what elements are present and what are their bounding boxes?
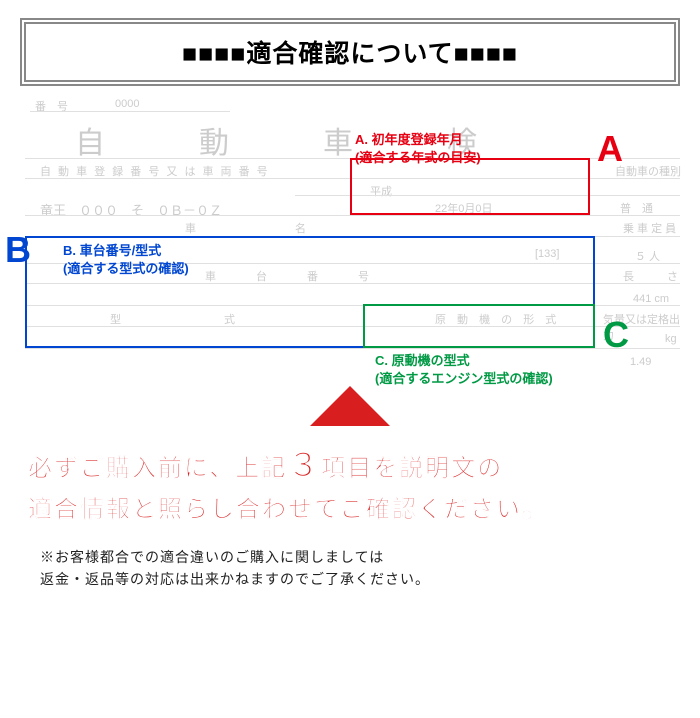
doc-capacity-label: 乗 車 定 員: [623, 220, 676, 236]
doc-reg-value: 竜王 ０００ そ ０Ｂ－０Ｚ: [40, 200, 222, 219]
warn-num: ３: [287, 447, 321, 483]
doc-number-value: 0000: [115, 98, 139, 110]
caption-c-line2: (適合するエンジン型式の確認): [375, 371, 553, 386]
warning-text: 必ずご購入前に、上記３項目を説明文の 適合情報と照らし合わせてご確認ください。: [28, 441, 672, 528]
letter-b: B: [5, 229, 31, 271]
caption-c: C. 原動機の型式 (適合するエンジン型式の確認): [375, 352, 553, 388]
letter-c: C: [603, 314, 629, 356]
document-background: 番 号 0000 自 動 車 検 自 動 車 登 録 番 号 又 は 車 両 番…: [15, 98, 685, 378]
warn-1b: 項目を説明文の: [321, 455, 503, 482]
doc-length-label: 長 さ: [623, 268, 678, 284]
caption-c-line1: C. 原動機の型式: [375, 353, 470, 368]
doc-type-label: 自動車の種別: [615, 163, 681, 179]
caption-b: B. 車台番号/型式 (適合する型式の確認): [63, 242, 189, 278]
caption-a-line2: (適合する年式の目安): [355, 150, 481, 165]
warn-1a: 必ずご購入前に、上記: [28, 455, 287, 482]
footnote-line1: ※お客様都合での適合違いのご購入に関しましては: [40, 549, 384, 565]
letter-a: A: [597, 128, 623, 170]
doc-carname-label: 車 名: [185, 220, 306, 236]
caption-a: A. 初年度登録年月 (適合する年式の目安): [355, 131, 481, 167]
doc-kg: kg: [665, 333, 677, 345]
warn-2: 適合情報と照らし合わせてご確認ください。: [28, 496, 548, 523]
caption-b-line1: B. 車台番号/型式: [63, 243, 161, 258]
footnote-line2: 返金・返品等の対応は出来かねますのでご了承ください。: [40, 571, 430, 587]
caption-a-line1: A. 初年度登録年月: [355, 132, 463, 147]
doc-441: 441 cm: [633, 293, 669, 305]
doc-149: 1.49: [630, 356, 651, 368]
doc-5: ５ 人: [635, 248, 660, 264]
caption-b-line2: (適合する型式の確認): [63, 261, 189, 276]
doc-type-value: 普 通: [620, 200, 653, 216]
doc-reg-label: 自 動 車 登 録 番 号 又 は 車 両 番 号: [40, 163, 270, 179]
arrow-up-icon: [310, 386, 390, 426]
footnote: ※お客様都合での適合違いのご購入に関しましては 返金・返品等の対応は出来かねます…: [40, 546, 660, 591]
highlight-box-c: [363, 304, 595, 348]
header-title: ■■■■適合確認について■■■■: [20, 18, 680, 86]
